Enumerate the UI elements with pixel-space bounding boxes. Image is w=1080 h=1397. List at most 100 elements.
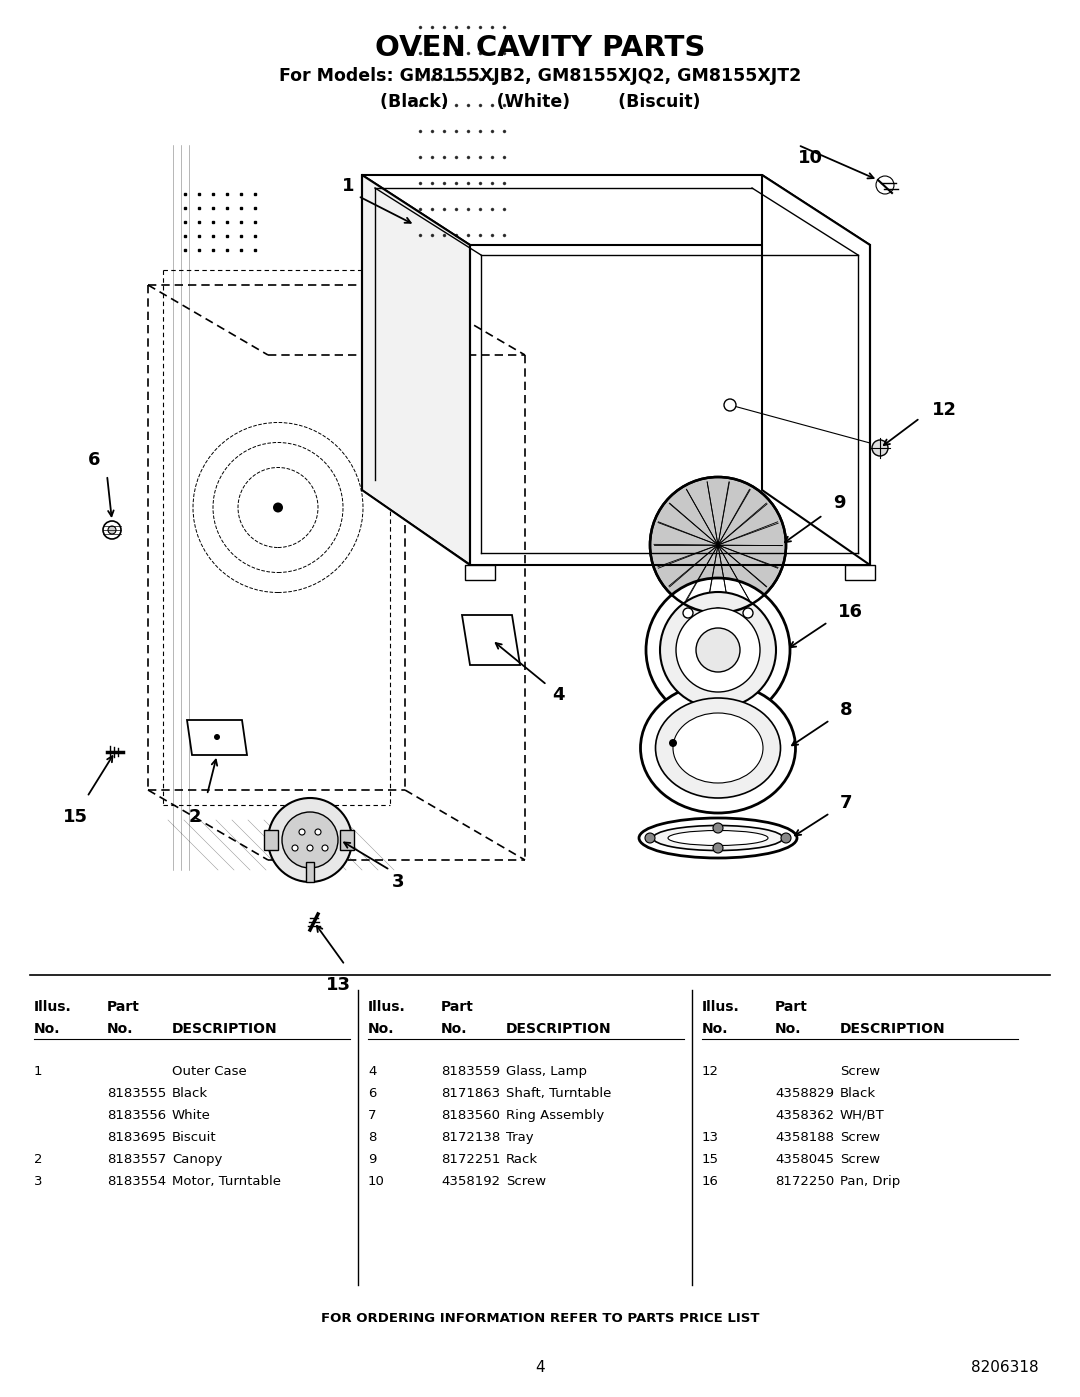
Text: Black: Black bbox=[172, 1087, 208, 1099]
Bar bbox=[710, 714, 726, 724]
Text: No.: No. bbox=[33, 1023, 60, 1037]
Circle shape bbox=[696, 629, 740, 672]
Circle shape bbox=[781, 833, 791, 842]
Text: Illus.: Illus. bbox=[368, 1000, 406, 1014]
Text: 2: 2 bbox=[33, 1153, 42, 1166]
Text: DESCRIPTION: DESCRIPTION bbox=[840, 1023, 946, 1037]
Text: 1: 1 bbox=[33, 1065, 42, 1078]
Circle shape bbox=[315, 828, 321, 835]
Circle shape bbox=[307, 845, 313, 851]
Text: 4: 4 bbox=[552, 686, 564, 704]
Bar bbox=[340, 830, 354, 849]
Bar bbox=[306, 862, 314, 882]
Text: 10: 10 bbox=[368, 1175, 384, 1187]
Text: No.: No. bbox=[107, 1023, 134, 1037]
Text: 2: 2 bbox=[189, 807, 201, 826]
Text: 8183559: 8183559 bbox=[441, 1065, 500, 1078]
Text: Motor, Turntable: Motor, Turntable bbox=[172, 1175, 281, 1187]
Text: 4358192: 4358192 bbox=[441, 1175, 500, 1187]
Text: 7: 7 bbox=[840, 793, 852, 812]
Circle shape bbox=[669, 739, 677, 747]
Text: 8172138: 8172138 bbox=[441, 1132, 500, 1144]
Text: 8183554: 8183554 bbox=[107, 1175, 166, 1187]
Text: Biscuit: Biscuit bbox=[172, 1132, 217, 1144]
Circle shape bbox=[282, 812, 338, 868]
Ellipse shape bbox=[656, 698, 781, 798]
Circle shape bbox=[108, 527, 116, 534]
Bar bbox=[264, 830, 278, 849]
Text: Black: Black bbox=[840, 1087, 876, 1099]
Text: 8172250: 8172250 bbox=[775, 1175, 834, 1187]
Text: Pan, Drip: Pan, Drip bbox=[840, 1175, 901, 1187]
Text: 4358829: 4358829 bbox=[775, 1087, 834, 1099]
Text: 15: 15 bbox=[63, 807, 87, 826]
Text: DESCRIPTION: DESCRIPTION bbox=[172, 1023, 278, 1037]
Polygon shape bbox=[462, 615, 519, 665]
Text: Screw: Screw bbox=[840, 1153, 880, 1166]
Circle shape bbox=[683, 608, 693, 617]
Text: Screw: Screw bbox=[840, 1132, 880, 1144]
Text: WH/BT: WH/BT bbox=[840, 1109, 885, 1122]
Text: Part: Part bbox=[775, 1000, 808, 1014]
Circle shape bbox=[724, 400, 735, 411]
Text: FOR ORDERING INFORMATION REFER TO PARTS PRICE LIST: FOR ORDERING INFORMATION REFER TO PARTS … bbox=[321, 1312, 759, 1324]
Circle shape bbox=[292, 845, 298, 851]
Text: Screw: Screw bbox=[507, 1175, 546, 1187]
Circle shape bbox=[676, 608, 760, 692]
Text: Tray: Tray bbox=[507, 1132, 534, 1144]
Polygon shape bbox=[362, 175, 870, 244]
Text: Outer Case: Outer Case bbox=[172, 1065, 246, 1078]
Text: 4: 4 bbox=[536, 1361, 544, 1376]
Text: 6: 6 bbox=[87, 451, 100, 469]
Circle shape bbox=[299, 828, 305, 835]
Bar bbox=[465, 564, 495, 580]
Text: White: White bbox=[172, 1109, 211, 1122]
Text: 8183695: 8183695 bbox=[107, 1132, 166, 1144]
Ellipse shape bbox=[673, 712, 762, 782]
Text: 4: 4 bbox=[368, 1065, 376, 1078]
Text: 8183560: 8183560 bbox=[441, 1109, 500, 1122]
Text: 13: 13 bbox=[702, 1132, 719, 1144]
Text: 10: 10 bbox=[797, 149, 823, 168]
Text: 12: 12 bbox=[702, 1065, 719, 1078]
Circle shape bbox=[645, 833, 654, 842]
Circle shape bbox=[872, 440, 888, 455]
Text: 13: 13 bbox=[325, 977, 351, 995]
Text: Part: Part bbox=[441, 1000, 474, 1014]
Circle shape bbox=[103, 521, 121, 539]
Text: Canopy: Canopy bbox=[172, 1153, 222, 1166]
Text: 8172251: 8172251 bbox=[441, 1153, 500, 1166]
Bar bbox=[845, 564, 875, 580]
Circle shape bbox=[268, 798, 352, 882]
Text: Rack: Rack bbox=[507, 1153, 538, 1166]
Ellipse shape bbox=[669, 830, 768, 845]
Text: Shaft, Turntable: Shaft, Turntable bbox=[507, 1087, 611, 1099]
Circle shape bbox=[713, 608, 723, 617]
Text: OVEN CAVITY PARTS: OVEN CAVITY PARTS bbox=[375, 34, 705, 61]
Text: Ring Assembly: Ring Assembly bbox=[507, 1109, 604, 1122]
Text: 3: 3 bbox=[392, 873, 404, 891]
Text: 8: 8 bbox=[840, 701, 852, 719]
Text: For Models: GM8155XJB2, GM8155XJQ2, GM8155XJT2: For Models: GM8155XJB2, GM8155XJQ2, GM81… bbox=[279, 67, 801, 85]
Text: 12: 12 bbox=[932, 401, 957, 419]
Text: (Black)        (White)        (Biscuit): (Black) (White) (Biscuit) bbox=[380, 94, 700, 110]
Text: DESCRIPTION: DESCRIPTION bbox=[507, 1023, 611, 1037]
Text: Glass, Lamp: Glass, Lamp bbox=[507, 1065, 588, 1078]
Ellipse shape bbox=[640, 683, 796, 813]
Circle shape bbox=[214, 733, 220, 740]
Circle shape bbox=[646, 578, 789, 722]
Text: 8183557: 8183557 bbox=[107, 1153, 166, 1166]
Circle shape bbox=[322, 845, 328, 851]
Text: 4358045: 4358045 bbox=[775, 1153, 834, 1166]
Text: No.: No. bbox=[368, 1023, 394, 1037]
Text: Illus.: Illus. bbox=[702, 1000, 740, 1014]
Polygon shape bbox=[762, 175, 870, 564]
Polygon shape bbox=[187, 719, 247, 754]
Text: No.: No. bbox=[702, 1023, 729, 1037]
Text: 8183555: 8183555 bbox=[107, 1087, 166, 1099]
Text: 4358188: 4358188 bbox=[775, 1132, 834, 1144]
Text: 15: 15 bbox=[702, 1153, 719, 1166]
Text: 4358362: 4358362 bbox=[775, 1109, 834, 1122]
Circle shape bbox=[650, 476, 786, 613]
Circle shape bbox=[273, 503, 283, 513]
